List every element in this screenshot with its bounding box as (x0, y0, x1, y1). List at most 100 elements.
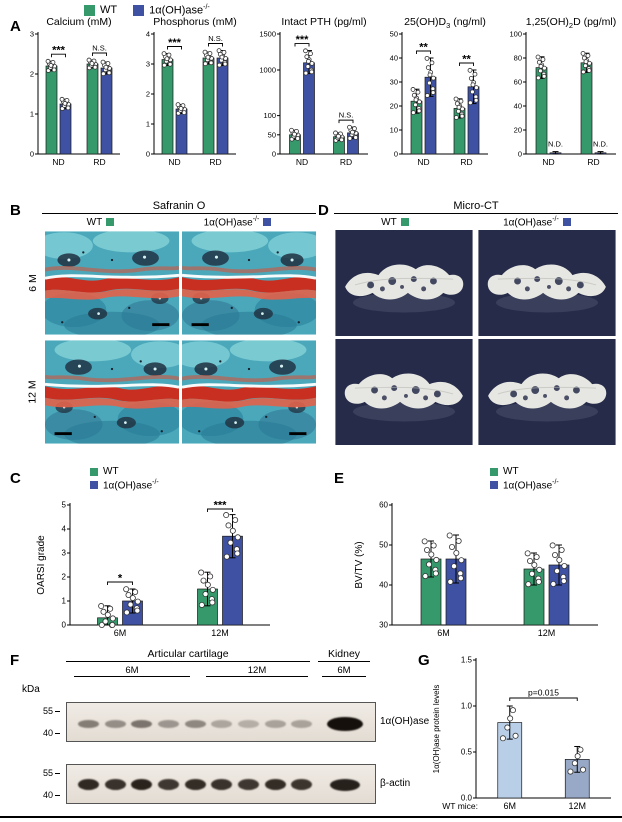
svg-text:6M: 6M (503, 801, 516, 811)
svg-text:WT mice:: WT mice: (442, 801, 478, 811)
svg-text:**: ** (462, 54, 471, 66)
panel-b: Safranin O WT 1α(OH)ase-/- 6 M 12 M (24, 200, 316, 445)
svg-text:1,25(OH)2D (pg/ml): 1,25(OH)2D (pg/ml) (526, 16, 617, 30)
svg-text:0: 0 (62, 621, 67, 630)
svg-text:0: 0 (146, 150, 150, 159)
wt-color-swatch (490, 467, 498, 476)
figure-bottom-rule (0, 816, 622, 818)
legend-item-wt: WT (490, 466, 519, 477)
microct-image-ko-12m (477, 339, 617, 445)
svg-text:1500: 1500 (259, 30, 276, 39)
row-label-6m: 6 M (26, 274, 39, 293)
svg-text:p=0.015: p=0.015 (528, 688, 559, 698)
svg-text:12M: 12M (538, 628, 556, 638)
svg-text:1α(OH)ase protein levels: 1α(OH)ase protein levels (432, 685, 441, 774)
svg-text:1.5: 1.5 (461, 656, 473, 665)
kda-label: kDa (22, 684, 40, 695)
marker-40-blot1: 40 (38, 728, 60, 738)
svg-text:10: 10 (390, 126, 398, 135)
svg-text:OARSI grade: OARSI grade (36, 535, 47, 595)
svg-text:12M: 12M (568, 801, 586, 811)
legend-item-wt: WT (84, 4, 117, 16)
svg-text:RD: RD (340, 157, 352, 167)
svg-text:ND: ND (296, 157, 308, 167)
sub-header-12m: 12M (206, 665, 308, 677)
panel-c-legend: WT 1α(OH)ase-/- (90, 466, 286, 491)
svg-text:BV/TV (%): BV/TV (%) (354, 542, 365, 589)
125ohd-chart: 1,25(OH)2D (pg/ml) 0 20 40 60 80 100 N.D. N.D. ND… (502, 14, 620, 177)
panel-b-col-wt: WT (87, 216, 115, 228)
svg-text:N.D.: N.D. (593, 140, 608, 149)
panel-b-grid: 6 M 12 M (24, 230, 316, 445)
legend-item-ko: 1α(OH)ase-/- (90, 479, 159, 491)
safranin-o-title: Safranin O (42, 200, 316, 214)
protein-levels-chart: 1α(OH)ase protein levels 0.0 0.5 1.0 1.5 p=0.… (430, 648, 620, 822)
svg-text:0: 0 (394, 150, 398, 159)
svg-text:***: *** (214, 500, 228, 512)
svg-text:3: 3 (30, 30, 34, 39)
svg-text:60: 60 (379, 501, 388, 510)
panel-label-g: G (418, 652, 430, 669)
svg-text:20: 20 (514, 126, 522, 135)
svg-text:Calcium (mM): Calcium (mM) (46, 16, 111, 28)
microct-image-wt-12m (334, 339, 474, 445)
svg-text:1000: 1000 (259, 66, 276, 75)
svg-text:RD: RD (460, 157, 472, 167)
svg-text:12M: 12M (211, 628, 229, 638)
svg-text:2: 2 (30, 70, 34, 79)
svg-text:Phosphorus (mM): Phosphorus (mM) (153, 16, 236, 28)
svg-text:1: 1 (62, 597, 67, 606)
svg-text:50: 50 (390, 30, 398, 39)
marker-55-blot2: 55 (38, 768, 60, 778)
row-label-12m: 12 M (27, 380, 39, 404)
svg-text:ND: ND (168, 157, 180, 167)
panel-d-col-wt: WT (381, 216, 409, 228)
25ohd3-chart: 25(OH)D3 (ng/ml) 0 10 20 30 40 50 ** ** ND RD (382, 14, 492, 177)
svg-text:40: 40 (390, 54, 398, 63)
sub-header-kidney-6m: 6M (322, 665, 366, 677)
svg-text:Intact PTH (pg/ml): Intact PTH (pg/ml) (281, 16, 366, 28)
svg-text:RD: RD (93, 157, 105, 167)
wt-color-swatch (400, 218, 409, 227)
svg-text:2: 2 (62, 573, 67, 582)
svg-text:100: 100 (509, 30, 522, 39)
blot-beta-actin (66, 764, 376, 804)
svg-text:ND: ND (542, 157, 554, 167)
svg-text:0.0: 0.0 (461, 794, 473, 803)
svg-text:1.0: 1.0 (461, 702, 473, 711)
svg-text:N.S.: N.S. (339, 111, 354, 120)
svg-text:***: *** (168, 37, 182, 49)
svg-text:N.S.: N.S. (92, 44, 107, 53)
svg-text:6M: 6M (114, 628, 127, 638)
panel-label-b: B (10, 202, 21, 219)
svg-text:50: 50 (268, 130, 276, 139)
panel-label-d: D (318, 202, 329, 219)
calcium-chart: Calcium (mM) 0 1 2 3 *** N.S. ND RD (18, 14, 124, 177)
svg-text:30: 30 (390, 78, 398, 87)
svg-text:40: 40 (379, 581, 388, 590)
wt-color-swatch (84, 4, 95, 16)
svg-text:40: 40 (514, 102, 522, 111)
panel-c: WT 1α(OH)ase-/- OARSI grade 0 1 2 3 4 5 * *** 6M 1… (34, 466, 286, 648)
microct-image-ko-6m (477, 230, 617, 336)
panel-d-col-ko: 1α(OH)ase-/- (503, 216, 571, 228)
panel-d-grid (334, 230, 618, 445)
svg-text:ND: ND (417, 157, 429, 167)
svg-text:2: 2 (146, 90, 150, 99)
svg-text:50: 50 (379, 541, 388, 550)
ko-color-swatch (562, 218, 571, 227)
bvtv-chart: BV/TV (%) 30 40 50 60 6M 12M (352, 491, 608, 648)
svg-text:4: 4 (62, 525, 67, 534)
panel-a-charts: Calcium (mM) 0 1 2 3 *** N.S. ND RD Phosphorus (… (18, 14, 620, 177)
wt-label: WT (100, 4, 118, 17)
panel-label-c: C (10, 470, 21, 487)
svg-text:N.S.: N.S. (208, 34, 223, 43)
svg-text:0: 0 (518, 150, 522, 159)
panel-d: Micro-CT WT 1α(OH)ase-/- (334, 200, 618, 445)
sub-header-6m: 6M (74, 665, 190, 677)
svg-text:RD: RD (209, 157, 221, 167)
safranin-image-wt-12m (45, 339, 179, 445)
svg-text:0: 0 (272, 150, 276, 159)
phosphorus-chart: Phosphorus (mM) 0 1 2 3 4 *** N.S. ND RD (134, 14, 240, 177)
blot2-label: β-actin (380, 778, 411, 789)
